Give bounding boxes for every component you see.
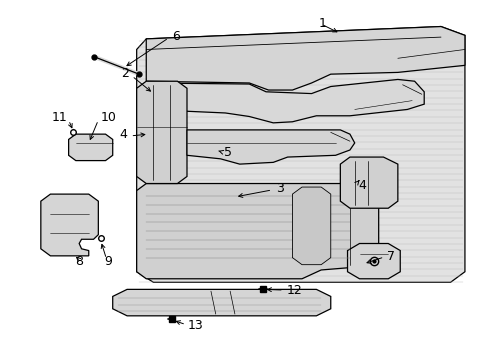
Polygon shape <box>112 289 330 316</box>
Text: 5: 5 <box>224 146 232 159</box>
Polygon shape <box>146 27 464 90</box>
Polygon shape <box>137 184 378 279</box>
Polygon shape <box>186 130 354 164</box>
Polygon shape <box>137 27 464 282</box>
Text: 1: 1 <box>318 17 326 30</box>
Polygon shape <box>41 194 98 256</box>
Polygon shape <box>340 157 397 208</box>
Polygon shape <box>146 80 424 123</box>
Text: 6: 6 <box>171 30 179 42</box>
Text: 9: 9 <box>104 255 112 268</box>
Text: 8: 8 <box>75 255 83 268</box>
Text: 2: 2 <box>121 67 128 80</box>
Text: 10: 10 <box>101 111 116 124</box>
Polygon shape <box>347 243 399 279</box>
Polygon shape <box>292 187 330 265</box>
Text: 4: 4 <box>119 129 127 141</box>
Text: 13: 13 <box>187 319 203 332</box>
Polygon shape <box>68 134 112 161</box>
Polygon shape <box>137 81 186 184</box>
Text: 11: 11 <box>51 111 67 124</box>
Text: 3: 3 <box>275 182 283 195</box>
Text: 4: 4 <box>358 179 366 192</box>
Text: 12: 12 <box>286 284 302 297</box>
Text: 7: 7 <box>386 250 394 263</box>
